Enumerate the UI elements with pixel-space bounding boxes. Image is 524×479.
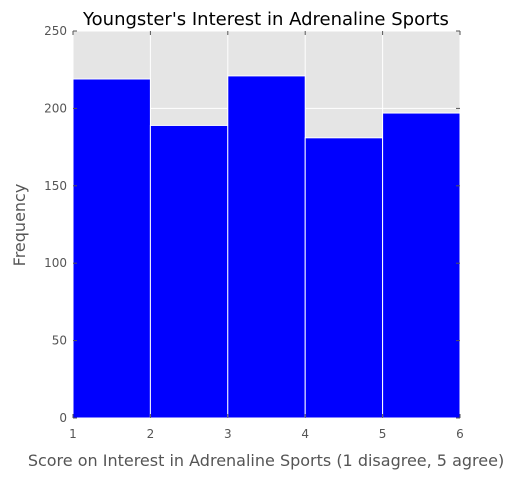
y-tick-label-1: 50 (52, 334, 67, 348)
y-tick-label-5: 250 (44, 24, 67, 38)
y-tick-label-2: 100 (44, 256, 67, 270)
x-tick-label-3: 4 (301, 427, 309, 441)
x-tick-label-2: 3 (224, 427, 232, 441)
x-tick-labels: 1 2 3 4 5 6 (69, 427, 464, 441)
y-tick-label-4: 200 (44, 101, 67, 115)
y-tick-labels: 0 50 100 150 200 250 (44, 24, 67, 425)
x-tick-label-1: 2 (147, 427, 155, 441)
y-tick-label-3: 150 (44, 179, 67, 193)
y-axis-label: Frequency (10, 184, 29, 267)
histogram-bar-2 (149, 124, 229, 419)
histogram-bar-4 (304, 137, 384, 419)
x-tick-label-5: 6 (456, 427, 464, 441)
x-tick-label-0: 1 (69, 427, 77, 441)
y-tick-label-0: 0 (59, 411, 67, 425)
x-tick-label-4: 5 (379, 427, 387, 441)
tick-marks (72, 30, 461, 419)
x-axis-label: Score on Interest in Adrenaline Sports (… (28, 451, 504, 470)
histogram-bar-3 (227, 75, 306, 419)
bars-group (72, 75, 461, 419)
histogram-bar-1 (72, 78, 151, 419)
histogram-bar-5 (382, 112, 461, 419)
chart-title: Youngster's Interest in Adrenaline Sport… (82, 9, 449, 30)
